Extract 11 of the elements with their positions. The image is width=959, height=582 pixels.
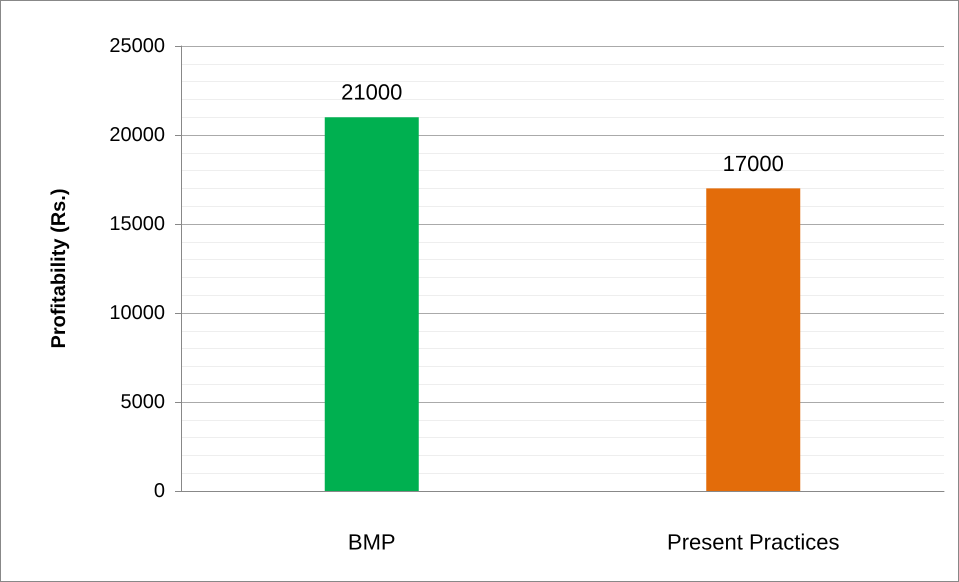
y-tick-label: 10000: [109, 302, 165, 324]
data-label: 17000: [722, 150, 784, 176]
y-tick-label: 25000: [109, 35, 165, 57]
y-tick-label: 5000: [120, 391, 165, 413]
y-tick-label: 0: [154, 480, 165, 502]
y-tick-label: 15000: [109, 213, 165, 235]
y-tick-label: 20000: [109, 124, 165, 146]
y-axis-title: Profitability (Rs.): [48, 188, 70, 349]
x-tick-label: BMP: [348, 530, 396, 554]
data-label: 21000: [341, 80, 402, 105]
x-tick-label: Present Practices: [667, 530, 840, 554]
